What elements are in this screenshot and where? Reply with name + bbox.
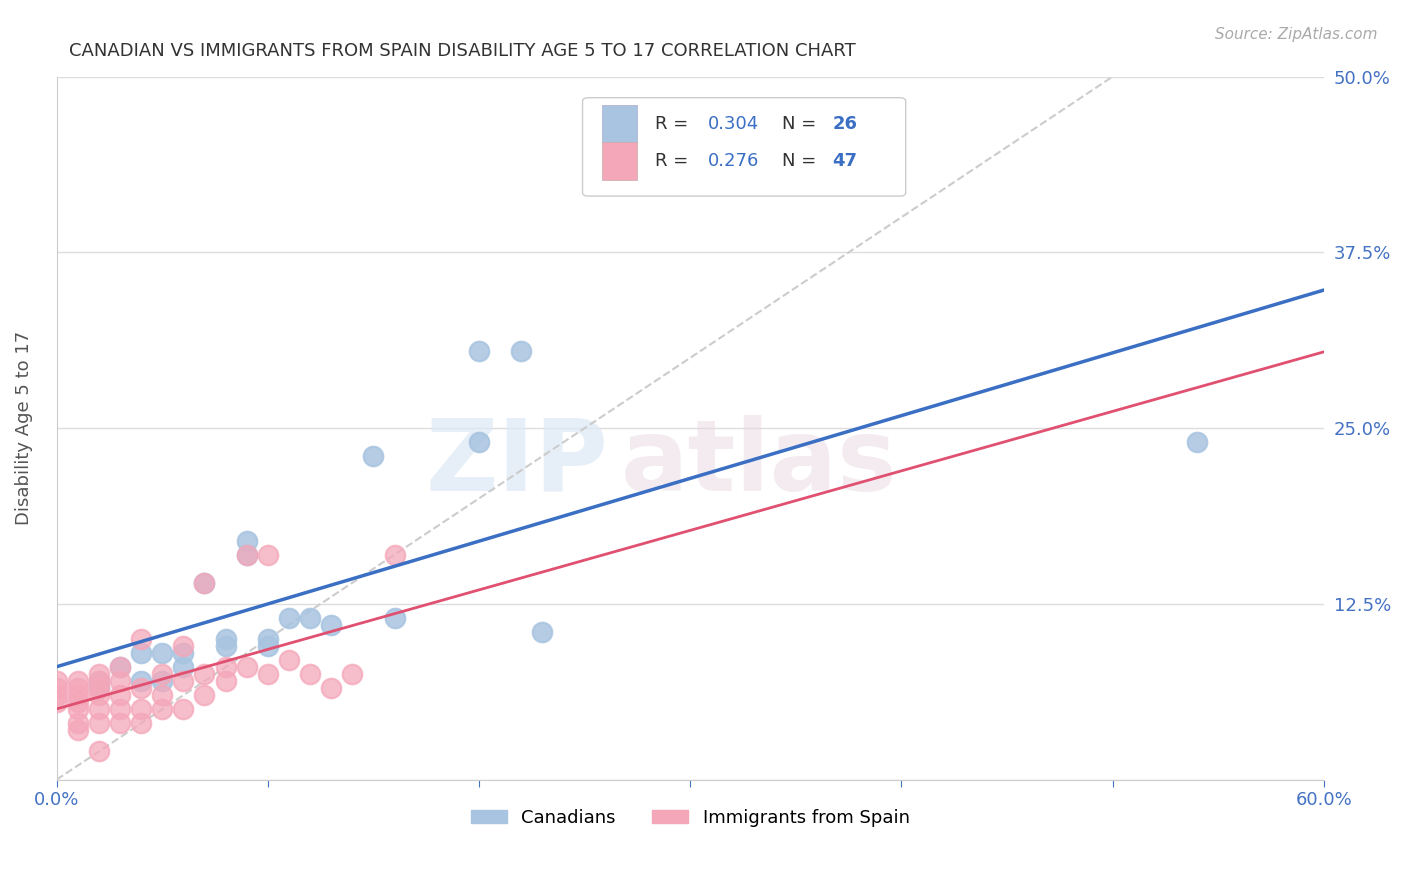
- Point: [45, 681, 67, 696]
- Point: [256, 548, 278, 562]
- Text: Source: ZipAtlas.com: Source: ZipAtlas.com: [1215, 27, 1378, 42]
- Text: 0.304: 0.304: [709, 115, 759, 134]
- Point: [66, 681, 89, 696]
- Point: [172, 660, 194, 674]
- Point: [1185, 435, 1208, 450]
- Point: [468, 435, 491, 450]
- Point: [129, 681, 152, 696]
- Text: CANADIAN VS IMMIGRANTS FROM SPAIN DISABILITY AGE 5 TO 17 CORRELATION CHART: CANADIAN VS IMMIGRANTS FROM SPAIN DISABI…: [69, 42, 856, 60]
- Point: [193, 575, 215, 590]
- Point: [45, 688, 67, 702]
- Point: [321, 618, 343, 632]
- Point: [108, 716, 131, 731]
- Point: [342, 667, 364, 681]
- Point: [510, 343, 533, 358]
- Point: [321, 681, 343, 696]
- Point: [87, 674, 110, 689]
- Text: 26: 26: [832, 115, 858, 134]
- Point: [66, 723, 89, 738]
- Point: [150, 646, 173, 660]
- Point: [193, 688, 215, 702]
- Point: [150, 667, 173, 681]
- Point: [531, 624, 554, 639]
- Point: [193, 667, 215, 681]
- Point: [66, 702, 89, 716]
- Point: [66, 716, 89, 731]
- Legend: Canadians, Immigrants from Spain: Canadians, Immigrants from Spain: [464, 801, 917, 834]
- Point: [87, 688, 110, 702]
- Point: [45, 695, 67, 709]
- Point: [214, 632, 236, 646]
- FancyBboxPatch shape: [582, 98, 905, 196]
- Point: [235, 548, 257, 562]
- Point: [87, 674, 110, 689]
- FancyBboxPatch shape: [602, 142, 637, 180]
- Point: [108, 702, 131, 716]
- Point: [214, 660, 236, 674]
- Point: [87, 744, 110, 758]
- Text: N =: N =: [782, 152, 821, 170]
- Point: [468, 343, 491, 358]
- Point: [87, 702, 110, 716]
- Point: [129, 702, 152, 716]
- Point: [45, 674, 67, 689]
- Point: [235, 548, 257, 562]
- Text: 0.276: 0.276: [709, 152, 759, 170]
- Point: [235, 660, 257, 674]
- Text: 47: 47: [832, 152, 858, 170]
- Point: [214, 639, 236, 653]
- Point: [129, 674, 152, 689]
- Text: atlas: atlas: [620, 415, 897, 512]
- Text: ZIP: ZIP: [425, 415, 607, 512]
- Point: [384, 611, 406, 625]
- Point: [108, 660, 131, 674]
- Point: [299, 667, 322, 681]
- Point: [256, 639, 278, 653]
- Point: [235, 533, 257, 548]
- Point: [172, 646, 194, 660]
- Point: [108, 660, 131, 674]
- Point: [129, 716, 152, 731]
- Point: [108, 674, 131, 689]
- Point: [87, 681, 110, 696]
- Point: [214, 674, 236, 689]
- Point: [66, 688, 89, 702]
- Point: [66, 674, 89, 689]
- Point: [172, 639, 194, 653]
- Point: [278, 611, 301, 625]
- Point: [384, 548, 406, 562]
- Point: [256, 667, 278, 681]
- Point: [299, 611, 322, 625]
- Text: R =: R =: [655, 115, 693, 134]
- Point: [193, 575, 215, 590]
- Point: [129, 632, 152, 646]
- Point: [278, 653, 301, 667]
- Point: [87, 667, 110, 681]
- Point: [87, 716, 110, 731]
- Point: [129, 646, 152, 660]
- Point: [150, 702, 173, 716]
- Point: [150, 688, 173, 702]
- Point: [150, 674, 173, 689]
- Point: [172, 702, 194, 716]
- Point: [66, 695, 89, 709]
- Y-axis label: Disability Age 5 to 17: Disability Age 5 to 17: [15, 331, 32, 525]
- Point: [363, 449, 385, 463]
- FancyBboxPatch shape: [602, 105, 637, 144]
- Point: [172, 674, 194, 689]
- Point: [87, 681, 110, 696]
- Text: R =: R =: [655, 152, 693, 170]
- Point: [108, 688, 131, 702]
- Point: [256, 632, 278, 646]
- Text: N =: N =: [782, 115, 821, 134]
